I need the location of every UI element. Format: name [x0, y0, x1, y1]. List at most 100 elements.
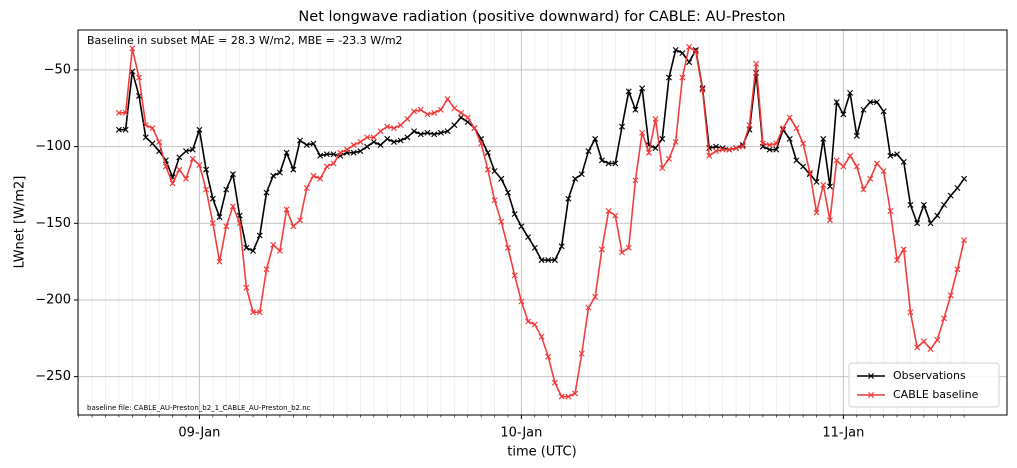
annotation: baseline file: CABLE_AU-Preston_b2_1_CAB… — [87, 404, 311, 412]
point-marker — [619, 123, 626, 130]
point-marker — [961, 175, 968, 182]
chart-title: Net longwave radiation (positive downwar… — [298, 9, 785, 25]
point-marker — [585, 304, 592, 311]
point-marker — [686, 43, 693, 50]
point-marker — [739, 143, 746, 150]
point-marker — [639, 85, 646, 92]
point-marker — [954, 266, 961, 273]
point-marker — [920, 338, 927, 345]
point-marker — [444, 96, 451, 103]
plot-frame — [77, 29, 1008, 416]
point-marker — [323, 151, 330, 158]
point-marker — [672, 138, 679, 145]
point-marker — [397, 137, 404, 144]
point-marker — [464, 114, 471, 121]
point-marker — [444, 128, 451, 135]
point-marker — [679, 50, 686, 56]
point-marker — [887, 208, 894, 214]
point-marker — [504, 189, 511, 196]
x-tick-label: 11-Jan — [822, 426, 864, 441]
point-marker — [820, 135, 827, 142]
point-marker — [551, 379, 558, 386]
point-marker — [263, 266, 270, 273]
point-marker — [478, 140, 485, 147]
point-marker — [578, 171, 585, 178]
point-marker — [458, 114, 465, 121]
point-marker — [122, 109, 129, 116]
x-axis-label: time (UTC) — [507, 445, 576, 460]
x-tick-label: 10-Jan — [500, 426, 542, 441]
point-marker — [303, 184, 310, 191]
point-marker — [605, 208, 612, 214]
point-marker — [780, 125, 786, 132]
point-marker — [129, 45, 136, 52]
point-marker — [149, 140, 156, 147]
point-marker — [209, 195, 216, 202]
point-marker — [276, 169, 283, 176]
point-marker — [880, 168, 887, 175]
point-marker — [813, 178, 820, 185]
point-marker — [873, 160, 880, 167]
point-marker — [424, 129, 431, 136]
point-marker — [941, 315, 947, 322]
point-marker — [847, 89, 854, 96]
point-marker — [310, 172, 317, 179]
point-marker — [826, 183, 833, 190]
point-marker — [934, 336, 941, 343]
point-marker — [733, 145, 740, 152]
point-marker — [364, 134, 371, 141]
point-marker — [712, 148, 719, 155]
point-marker — [183, 148, 189, 155]
point-marker — [370, 138, 377, 145]
series-line — [118, 47, 965, 261]
point-marker — [873, 99, 880, 106]
y-tick-label: −50 — [44, 62, 71, 77]
point-marker — [229, 203, 236, 210]
point-marker — [907, 309, 914, 316]
point-marker — [310, 140, 317, 147]
point-marker — [934, 212, 941, 219]
point-marker — [484, 149, 491, 156]
point-marker — [860, 106, 867, 113]
point-marker — [927, 220, 934, 227]
point-marker — [813, 209, 820, 216]
point-marker — [236, 220, 243, 227]
point-marker — [659, 135, 666, 142]
point-marker — [270, 172, 277, 179]
point-marker — [692, 46, 699, 53]
point-marker — [712, 143, 719, 150]
point-marker — [390, 125, 397, 132]
point-marker — [806, 169, 813, 176]
point-marker — [786, 135, 793, 142]
point-marker — [169, 180, 176, 187]
point-marker — [256, 309, 263, 316]
point-marker — [914, 344, 921, 351]
point-marker — [337, 149, 344, 156]
point-marker — [545, 257, 552, 264]
point-marker — [572, 390, 579, 397]
legend-label: Observations — [893, 369, 966, 382]
point-marker — [598, 157, 605, 164]
point-marker — [773, 140, 780, 147]
point-marker — [592, 293, 599, 300]
y-tick-label: −100 — [35, 139, 71, 154]
point-marker — [431, 109, 438, 116]
point-marker — [149, 125, 156, 132]
point-marker — [880, 108, 887, 115]
annotation: Baseline in subset MAE = 28.3 W/m2, MBE … — [87, 34, 403, 47]
point-marker — [417, 131, 424, 138]
point-marker — [504, 244, 511, 251]
point-marker — [847, 152, 854, 159]
point-marker — [451, 105, 458, 112]
point-marker — [920, 201, 927, 208]
point-marker — [578, 350, 585, 357]
point-marker — [229, 171, 236, 178]
point-marker — [498, 218, 505, 225]
point-marker — [250, 309, 257, 316]
point-marker — [411, 108, 418, 115]
point-marker — [887, 152, 894, 159]
point-marker — [357, 138, 364, 145]
point-marker — [820, 181, 827, 188]
point-marker — [692, 48, 699, 55]
point-marker — [404, 115, 411, 122]
